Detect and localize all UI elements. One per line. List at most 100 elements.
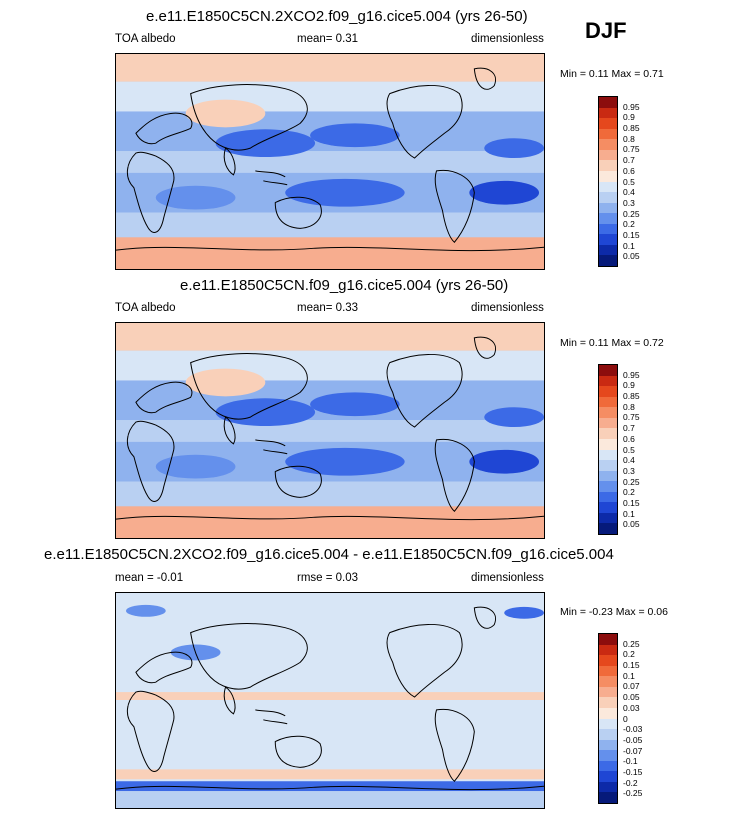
panel-2-colorbar <box>598 364 618 535</box>
colorbar-swatch <box>599 718 617 730</box>
colorbar-tick-label: 0.03 <box>623 702 640 713</box>
colorbar-tick-label: 0.6 <box>623 165 635 176</box>
colorbar-swatch <box>599 470 617 482</box>
panel-2-units: dimensionless <box>471 302 544 314</box>
colorbar-swatch <box>599 128 617 140</box>
colorbar-swatch <box>599 449 617 461</box>
panel-2-minmax: Min = 0.11 Max = 0.72 <box>560 337 664 349</box>
field-antarctic-band <box>116 237 544 269</box>
season-label: DJF <box>585 18 627 43</box>
colorbar-tick-label: 0.25 <box>623 638 640 649</box>
colorbar-tick-label: 0.1 <box>623 670 635 681</box>
colorbar-swatch <box>599 375 617 387</box>
field-low-albedo-patch <box>285 447 405 476</box>
colorbar-tick-label: 0.6 <box>623 433 635 444</box>
colorbar-tick-label: 0.9 <box>623 112 635 123</box>
panel-1-map-field <box>116 54 544 269</box>
colorbar-tick-label: 0.05 <box>623 692 640 703</box>
field-negative-patch <box>125 604 166 617</box>
coastline <box>116 336 544 521</box>
panel-2-title: e.e11.E1850C5CN.f09_g16.cice5.004 (yrs 2… <box>180 277 509 294</box>
panel-3-units: dimensionless <box>471 572 544 584</box>
colorbar-tick-label: 0.7 <box>623 155 635 166</box>
panel-1-variable: TOA albedo <box>115 33 176 45</box>
colorbar-swatch <box>599 365 617 376</box>
colorbar-tick-label: 0.3 <box>623 465 635 476</box>
colorbar-swatch <box>599 407 617 418</box>
colorbar-tick-label: 0.8 <box>623 401 635 412</box>
colorbar-tick-label: 0.95 <box>623 369 640 380</box>
panel-3-mean: mean = -0.01 <box>115 572 184 584</box>
field-low-albedo-patch <box>484 407 544 428</box>
field-low-albedo-patch <box>310 123 400 148</box>
colorbar-tick-label: -0.15 <box>623 766 643 777</box>
colorbar-tick-label: 0.4 <box>623 187 635 198</box>
colorbar-tick-label: 0.15 <box>623 229 640 240</box>
colorbar-tick-label: 0.3 <box>623 197 635 208</box>
colorbar-swatch <box>599 739 617 751</box>
colorbar-swatch <box>599 396 617 408</box>
colorbar-swatch <box>599 234 617 245</box>
colorbar-swatch <box>599 665 617 677</box>
field-low-albedo-patch <box>484 138 544 159</box>
panel-1-colorbar <box>598 96 618 267</box>
field-high-albedo-patch <box>185 99 266 128</box>
field-north-midlat-band <box>116 81 544 112</box>
field-positive-band <box>116 769 544 780</box>
field-positive-band <box>116 692 544 701</box>
panel-1-map <box>115 53 545 270</box>
colorbar-tick-label: -0.05 <box>623 734 643 745</box>
colorbar-tick-label: 0.9 <box>623 380 635 391</box>
field-negative-patch <box>504 606 544 619</box>
field-antarctic-band <box>116 506 544 538</box>
colorbar-tick-label: 0.2 <box>623 219 635 230</box>
colorbar-tick-label: 0.8 <box>623 133 635 144</box>
colorbar-swatch <box>599 771 617 782</box>
colorbar-tick-label: -0.2 <box>623 777 638 788</box>
panel-3-rmse: rmse = 0.03 <box>297 572 359 584</box>
colorbar-tick-label: 0.25 <box>623 208 640 219</box>
panel-1-units: dimensionless <box>471 33 544 45</box>
colorbar-swatch <box>599 438 617 450</box>
colorbar-swatch <box>599 149 617 161</box>
colorbar-swatch <box>599 523 617 534</box>
colorbar-swatch <box>599 223 617 235</box>
field-high-albedo-patch <box>185 368 266 397</box>
panel-2-mean: mean= 0.33 <box>297 302 359 314</box>
colorbar-swatch <box>599 107 617 119</box>
colorbar-swatch <box>599 202 617 214</box>
colorbar-swatch <box>599 160 617 171</box>
colorbar-swatch <box>599 655 617 666</box>
colorbar-swatch <box>599 118 617 129</box>
colorbar-tick-label: 0.75 <box>623 412 640 423</box>
colorbar-swatch <box>599 428 617 439</box>
colorbar-tick-label: 0 <box>623 713 628 724</box>
panel-3-map-field <box>116 593 544 808</box>
colorbar-swatch <box>599 255 617 266</box>
field-low-albedo-patch <box>310 392 400 417</box>
panel-2-map <box>115 322 545 539</box>
field-arctic-band <box>116 323 544 351</box>
colorbar-tick-label: 0.75 <box>623 144 640 155</box>
colorbar-swatch <box>599 460 617 471</box>
field-low-albedo-patch <box>155 454 236 479</box>
field-low-albedo-patch <box>469 180 540 205</box>
colorbar-swatch <box>599 644 617 656</box>
colorbar-swatch <box>599 97 617 108</box>
colorbar-tick-label: 0.1 <box>623 508 635 519</box>
colorbar-tick-label: 0.05 <box>623 251 640 262</box>
panel-2-variable: TOA albedo <box>115 302 176 314</box>
colorbar-swatch <box>599 750 617 761</box>
field-north-midlat-band <box>116 350 544 381</box>
field-low-albedo-patch <box>155 185 236 210</box>
colorbar-tick-label: 0.85 <box>623 391 640 402</box>
panel-1-title: e.e11.E1850C5CN.2XCO2.f09_g16.cice5.004 … <box>146 8 528 25</box>
colorbar-tick-label: 0.2 <box>623 649 635 660</box>
panel-1-minmax: Min = 0.11 Max = 0.71 <box>560 68 664 80</box>
colorbar-tick-label: 0.5 <box>623 176 635 187</box>
colorbar-tick-label: 0.4 <box>623 455 635 466</box>
colorbar-tick-label: 0.95 <box>623 101 640 112</box>
panel-2-map-field <box>116 323 544 538</box>
colorbar-tick-label: 0.15 <box>623 497 640 508</box>
colorbar-swatch <box>599 676 617 687</box>
